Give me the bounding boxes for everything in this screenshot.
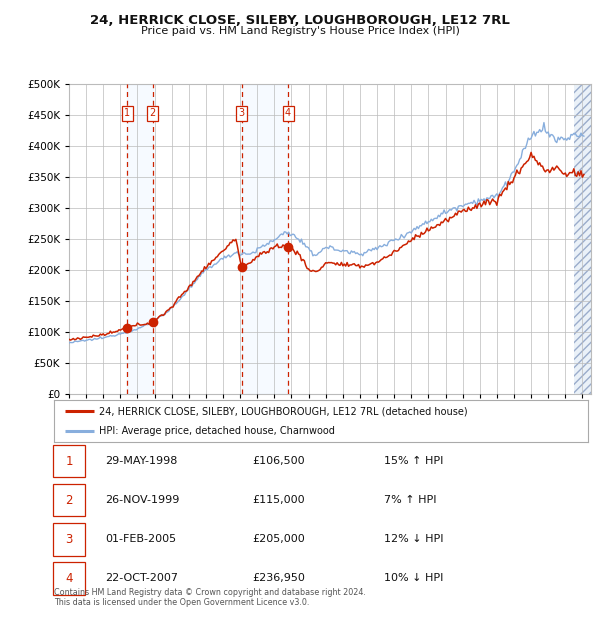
Text: 12% ↓ HPI: 12% ↓ HPI — [384, 534, 443, 544]
Text: 10% ↓ HPI: 10% ↓ HPI — [384, 574, 443, 583]
Text: 4: 4 — [65, 572, 73, 585]
Text: Price paid vs. HM Land Registry's House Price Index (HPI): Price paid vs. HM Land Registry's House … — [140, 26, 460, 36]
Bar — [127, 84, 153, 394]
Text: £205,000: £205,000 — [252, 534, 305, 544]
Bar — [242, 84, 288, 394]
Text: £106,500: £106,500 — [252, 456, 305, 466]
Text: 2: 2 — [150, 108, 156, 118]
Text: 15% ↑ HPI: 15% ↑ HPI — [384, 456, 443, 466]
Text: £115,000: £115,000 — [252, 495, 305, 505]
Text: 29-MAY-1998: 29-MAY-1998 — [105, 456, 178, 466]
Text: 7% ↑ HPI: 7% ↑ HPI — [384, 495, 437, 505]
Text: 1: 1 — [124, 108, 130, 118]
Text: Contains HM Land Registry data © Crown copyright and database right 2024.
This d: Contains HM Land Registry data © Crown c… — [54, 588, 366, 607]
Bar — [574, 84, 591, 394]
Text: 24, HERRICK CLOSE, SILEBY, LOUGHBOROUGH, LE12 7RL (detached house): 24, HERRICK CLOSE, SILEBY, LOUGHBOROUGH,… — [100, 406, 468, 416]
Text: HPI: Average price, detached house, Charnwood: HPI: Average price, detached house, Char… — [100, 426, 335, 436]
Text: 2: 2 — [65, 494, 73, 507]
Text: 01-FEB-2005: 01-FEB-2005 — [105, 534, 176, 544]
Text: 24, HERRICK CLOSE, SILEBY, LOUGHBOROUGH, LE12 7RL: 24, HERRICK CLOSE, SILEBY, LOUGHBOROUGH,… — [90, 14, 510, 27]
Text: £236,950: £236,950 — [252, 574, 305, 583]
Text: 3: 3 — [65, 533, 73, 546]
Text: 3: 3 — [239, 108, 245, 118]
Text: 26-NOV-1999: 26-NOV-1999 — [105, 495, 179, 505]
Bar — [574, 84, 591, 394]
Text: 22-OCT-2007: 22-OCT-2007 — [105, 574, 178, 583]
Text: 1: 1 — [65, 455, 73, 467]
Text: 4: 4 — [285, 108, 291, 118]
